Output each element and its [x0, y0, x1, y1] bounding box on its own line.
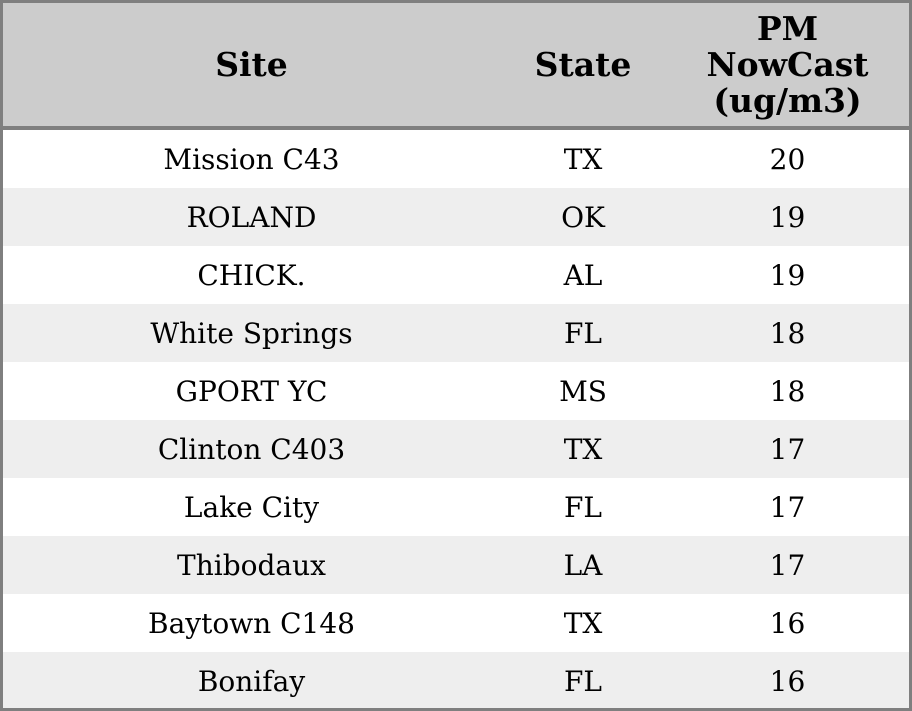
table-row: Thibodaux LA 17: [3, 536, 909, 594]
state-cell: AL: [563, 258, 603, 292]
value-cell: 16: [769, 606, 806, 640]
site-cell: Bonifay: [197, 664, 306, 698]
column-header-site: Site: [3, 3, 500, 126]
site-cell: Baytown C148: [148, 606, 355, 640]
table-row: Bonifay FL 16: [3, 652, 909, 708]
state-cell: OK: [561, 200, 605, 234]
table-row: ROLAND OK 19: [3, 188, 909, 246]
value-cell: 17: [769, 432, 806, 466]
pm-header-line-2: NowCast: [706, 44, 869, 84]
pm-header-line-1: PM: [756, 8, 819, 48]
value-cell: 19: [769, 200, 806, 234]
table-row: Baytown C148 TX 16: [3, 594, 909, 652]
column-header-pm-nowcast-label: PM NowCast (ug/m3): [706, 8, 869, 120]
state-cell: TX: [563, 432, 603, 466]
table-row: Clinton C403 TX 17: [3, 420, 909, 478]
site-cell: Mission C43: [163, 142, 340, 176]
site-cell: Lake City: [183, 490, 320, 524]
table-row: Lake City FL 17: [3, 478, 909, 536]
value-cell: 17: [769, 490, 806, 524]
column-header-pm-nowcast: PM NowCast (ug/m3): [666, 3, 909, 126]
table-header-row: Site State PM NowCast (ug/m3): [3, 3, 909, 130]
site-cell: Clinton C403: [157, 432, 346, 466]
value-cell: 17: [769, 548, 806, 582]
table-row: Mission C43 TX 20: [3, 130, 909, 188]
site-cell: Thibodaux: [177, 548, 326, 582]
site-cell: White Springs: [150, 316, 353, 350]
state-cell: FL: [563, 316, 603, 350]
value-cell: 18: [769, 316, 806, 350]
state-cell: TX: [563, 606, 603, 640]
pm-header-line-3: (ug/m3): [713, 80, 862, 120]
state-cell: TX: [563, 142, 603, 176]
state-cell: FL: [563, 664, 603, 698]
column-header-site-label: Site: [215, 44, 288, 84]
table-row: CHICK. AL 19: [3, 246, 909, 304]
table-row: White Springs FL 18: [3, 304, 909, 362]
column-header-state-label: State: [534, 44, 632, 84]
state-cell: LA: [563, 548, 603, 582]
state-cell: MS: [559, 374, 607, 408]
value-cell: 16: [769, 664, 806, 698]
column-header-state: State: [500, 3, 666, 126]
value-cell: 20: [769, 142, 806, 176]
site-cell: CHICK.: [197, 258, 306, 292]
value-cell: 18: [769, 374, 806, 408]
site-cell: GPORT YC: [175, 374, 328, 408]
state-cell: FL: [563, 490, 603, 524]
value-cell: 19: [769, 258, 806, 292]
table-row: GPORT YC MS 18: [3, 362, 909, 420]
site-cell: ROLAND: [186, 200, 317, 234]
